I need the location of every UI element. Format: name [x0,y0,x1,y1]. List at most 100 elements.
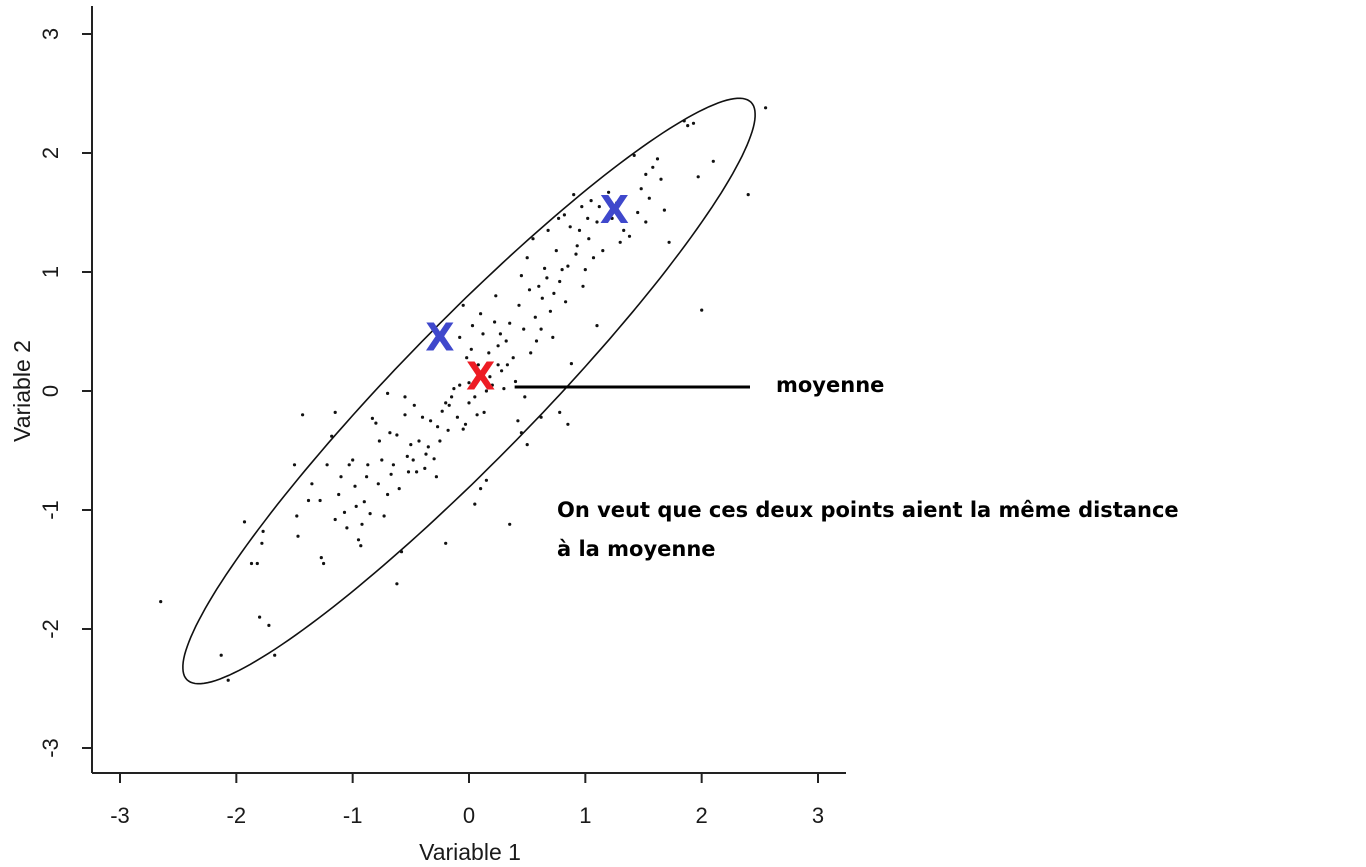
data-point [543,266,547,270]
y-tick-label: 2 [38,147,63,159]
data-point [356,538,361,542]
data-point [539,327,543,331]
data-point [467,401,471,405]
data-point [450,395,454,399]
data-point [572,193,576,197]
annotation-line-2: à la moyenne [557,537,716,561]
data-point [374,421,378,425]
data-point [333,410,337,414]
blue-point-2-marker: X [600,188,629,232]
data-point [615,201,619,205]
data-point [502,387,506,391]
data-point [345,526,349,530]
data-point [368,511,372,516]
data-point [546,228,550,232]
mean-marker: X [466,355,495,399]
data-point [525,443,529,447]
data-point [581,284,585,288]
data-point [470,324,475,328]
data-point [258,615,262,619]
data-point [366,463,370,467]
data-point [411,458,415,462]
data-point [610,216,614,220]
data-point [627,234,632,238]
data-point [261,529,265,534]
data-point [273,653,277,657]
x-axis-label: Variable 1 [419,839,521,865]
data-point [667,240,671,244]
data-point [301,413,305,417]
data-point [424,452,428,456]
data-point [595,324,599,328]
data-point [292,463,297,467]
data-point [359,544,363,548]
data-point [434,475,438,479]
data-point [473,395,477,399]
y-tick-label: -1 [38,500,63,520]
axes: -3 -2 -1 0 1 2 3 -3 -2 -1 0 1 2 3 [38,6,846,828]
data-point [575,244,579,248]
data-point [481,332,485,336]
data-point [607,190,611,194]
data-point [465,356,469,360]
data-point [487,351,491,355]
data-point [386,391,390,395]
data-point [539,415,543,419]
data-point [388,431,392,435]
ellipse-outline [182,97,756,685]
data-point [493,320,497,324]
data-point [529,351,533,355]
data-point [496,344,500,348]
data-point [397,487,401,491]
data-point [558,410,562,414]
data-point [519,274,524,278]
data-point [574,252,578,256]
data-point [426,445,430,449]
data-point [354,504,358,508]
data-point [386,492,390,497]
data-point [370,416,374,420]
x-tick-label: 0 [463,803,475,828]
y-ticks: -3 -2 -1 0 1 2 3 [38,28,92,758]
data-point [405,454,409,458]
data-point [527,288,532,292]
data-point [686,124,690,128]
data-point [458,335,462,339]
data-point [362,500,366,504]
confidence-ellipse [182,97,756,685]
data-point [505,363,509,367]
data-point [438,439,442,443]
data-point [479,312,483,316]
x-tick-label: 3 [812,803,824,828]
data-point [452,387,456,391]
highlight-markers: XXX [425,188,629,399]
data-point [403,395,407,399]
y-axis-label: Variable 2 [9,340,35,442]
data-point [531,237,535,241]
data-point [560,268,564,272]
data-point [339,475,343,479]
data-point [380,458,384,462]
data-point [644,220,648,224]
data-point [523,395,527,399]
data-point [249,561,254,566]
data-point [469,347,473,351]
data-point [525,256,529,260]
data-point [395,433,399,437]
data-point [420,415,425,419]
data-point [391,463,395,467]
data-point [353,484,357,488]
data-point [322,561,326,566]
data-point [651,165,655,169]
data-point [583,268,587,272]
data-point [473,502,477,506]
data-point [557,216,561,220]
data-point [318,498,322,503]
data-point [376,482,380,486]
x-tick-label: -3 [110,803,130,828]
data-point [488,375,492,379]
y-tick-label: -2 [38,619,63,639]
data-point [540,296,544,300]
data-point [467,381,471,385]
data-point [711,159,715,163]
